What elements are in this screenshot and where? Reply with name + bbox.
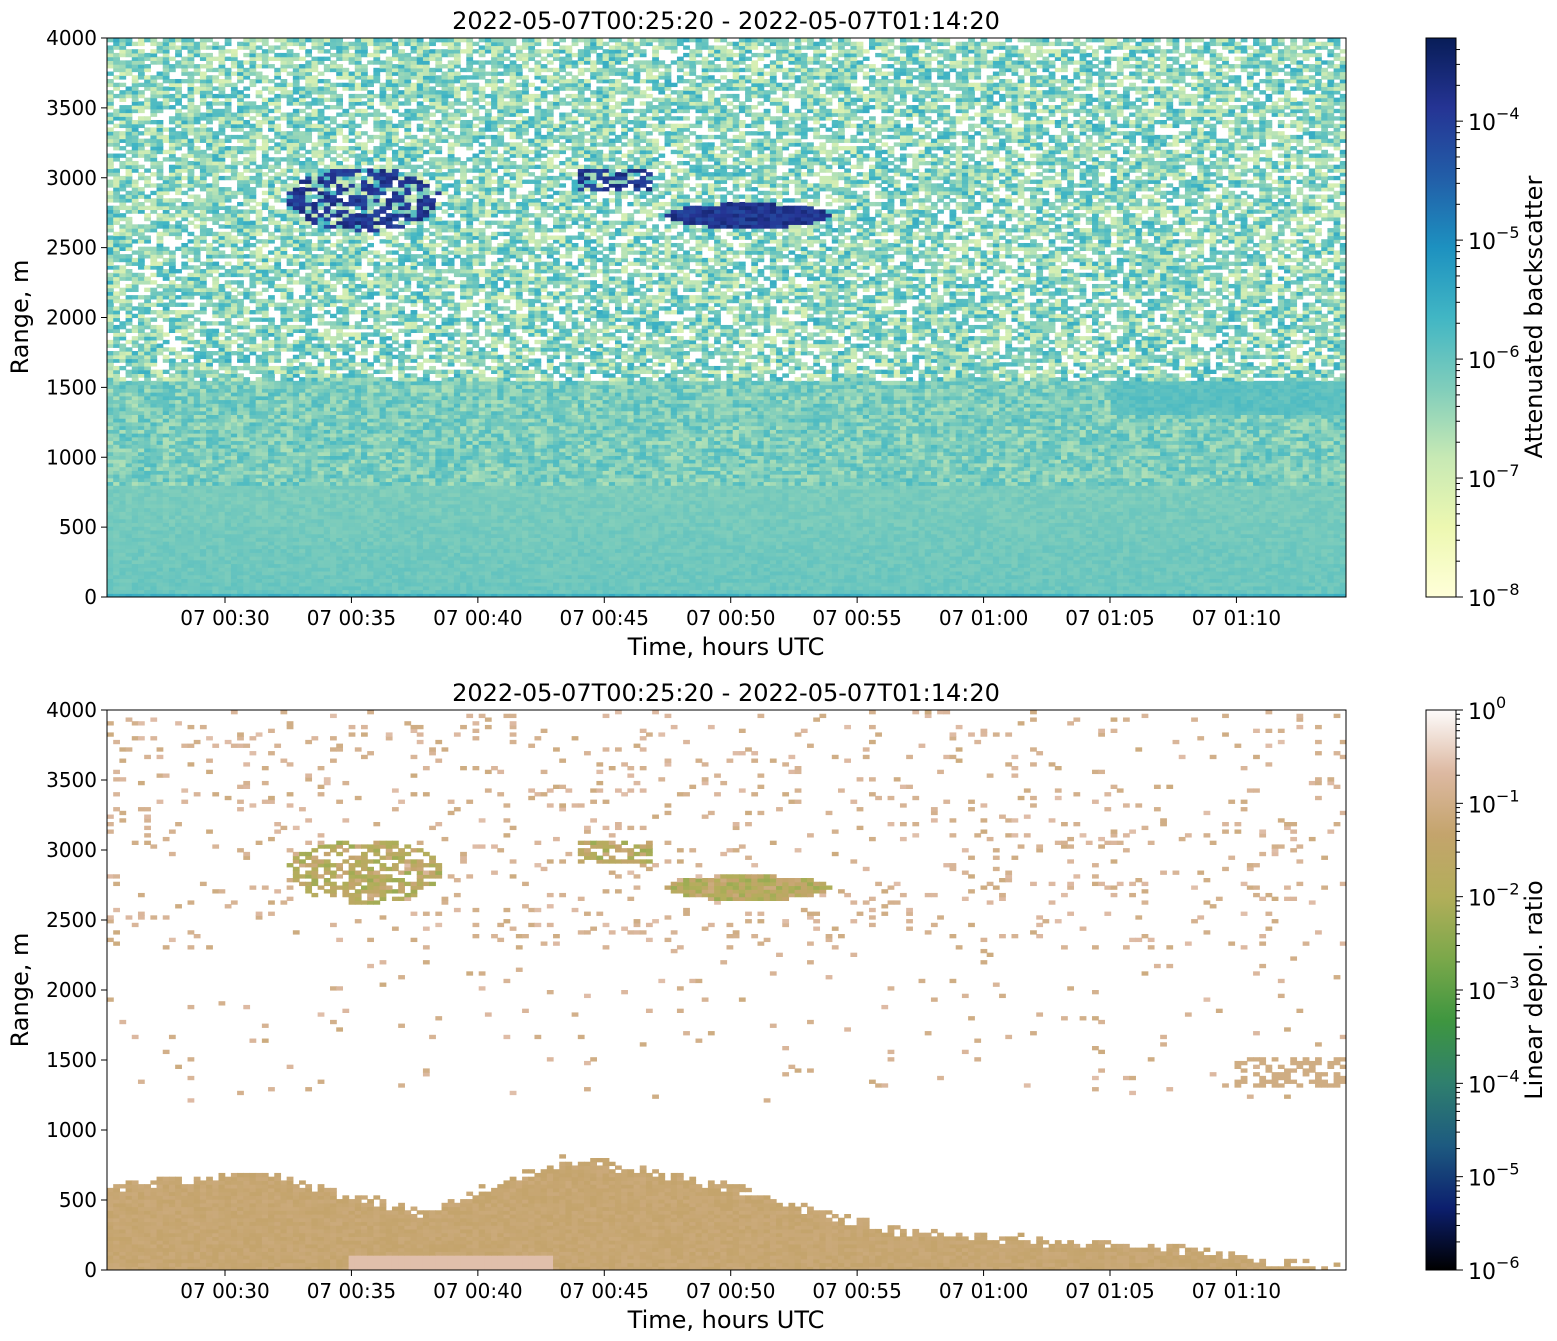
chart-1: 2022-05-07T00:25:20 - 2022-05-07T01:14:2… xyxy=(6,7,1548,661)
y-tick-label: 3500 xyxy=(46,768,97,792)
chart-1-title: 2022-05-07T00:25:20 - 2022-05-07T01:14:2… xyxy=(452,7,1000,35)
colorbar-tick-label: 10−3 xyxy=(1468,973,1520,1005)
colorbar-tick-label: 10−5 xyxy=(1468,223,1520,255)
y-tick-label: 4000 xyxy=(46,698,97,722)
colorbar-tick-label: 10−8 xyxy=(1468,580,1520,612)
x-tick-label: 07 01:10 xyxy=(1192,1279,1281,1303)
y-tick-label: 500 xyxy=(59,515,97,539)
x-tick-label: 07 00:45 xyxy=(560,1279,649,1303)
colorbar-tick-label: 10−6 xyxy=(1468,342,1520,374)
chart-2-heatmap xyxy=(107,710,1347,1271)
y-tick-label: 3000 xyxy=(46,166,97,190)
chart-1-xlabel: Time, hours UTC xyxy=(627,633,825,661)
x-tick-label: 07 01:05 xyxy=(1065,1279,1154,1303)
colorbar-tick-label: 10−2 xyxy=(1468,880,1520,912)
chart-2-xlabel: Time, hours UTC xyxy=(627,1306,825,1334)
x-tick-label: 07 00:35 xyxy=(307,1279,396,1303)
colorbar-tick-label: 100 xyxy=(1468,693,1506,725)
y-tick-label: 0 xyxy=(84,585,97,609)
x-tick-label: 07 00:40 xyxy=(433,1279,522,1303)
chart-2-title: 2022-05-07T00:25:20 - 2022-05-07T01:14:2… xyxy=(452,679,1000,707)
chart-2: 2022-05-07T00:25:20 - 2022-05-07T01:14:2… xyxy=(6,679,1548,1334)
x-tick-label: 07 00:55 xyxy=(812,1279,901,1303)
y-tick-label: 2500 xyxy=(46,908,97,932)
chart-2-ylabel: Range, m xyxy=(6,933,34,1048)
y-tick-label: 1500 xyxy=(46,375,97,399)
chart-1-colorbar-label: Attenuated backscatter xyxy=(1520,176,1548,459)
y-tick-label: 3500 xyxy=(46,96,97,120)
colorbar-tick-label: 10−7 xyxy=(1468,461,1520,493)
chart-1-heatmap xyxy=(107,38,1347,598)
x-tick-label: 07 00:35 xyxy=(307,606,396,630)
x-tick-label: 07 00:45 xyxy=(560,606,649,630)
y-tick-label: 4000 xyxy=(46,26,97,50)
x-tick-label: 07 01:00 xyxy=(939,606,1028,630)
colorbar-tick-label: 10−4 xyxy=(1468,104,1520,136)
x-tick-label: 07 01:10 xyxy=(1192,606,1281,630)
y-tick-label: 2000 xyxy=(46,978,97,1002)
colorbar-tick-label: 10−4 xyxy=(1468,1066,1520,1098)
y-tick-label: 2000 xyxy=(46,306,97,330)
y-tick-label: 0 xyxy=(84,1258,97,1282)
x-tick-label: 07 00:30 xyxy=(180,606,269,630)
y-tick-label: 1000 xyxy=(46,445,97,469)
colorbar-tick-label: 10−5 xyxy=(1468,1160,1520,1192)
chart-2-colorbar-label: Linear depol. ratio xyxy=(1520,880,1548,1099)
y-tick-label: 1500 xyxy=(46,1048,97,1072)
colorbar-tick-label: 10−6 xyxy=(1468,1253,1520,1285)
colorbar-tick-label: 10−1 xyxy=(1468,786,1520,818)
x-tick-label: 07 00:30 xyxy=(180,1279,269,1303)
y-tick-label: 1000 xyxy=(46,1118,97,1142)
x-tick-label: 07 00:50 xyxy=(686,1279,775,1303)
x-tick-label: 07 00:50 xyxy=(686,606,775,630)
chart-1-colorbar xyxy=(1426,38,1456,597)
x-tick-label: 07 01:00 xyxy=(939,1279,1028,1303)
y-tick-label: 2500 xyxy=(46,236,97,260)
y-tick-label: 500 xyxy=(59,1188,97,1212)
backscatter-cells xyxy=(107,38,1347,598)
x-tick-label: 07 00:55 xyxy=(812,606,901,630)
chart-2-colorbar xyxy=(1426,710,1456,1270)
depol-ratio-cells xyxy=(107,710,1347,1271)
x-tick-label: 07 01:05 xyxy=(1065,606,1154,630)
x-tick-label: 07 00:40 xyxy=(433,606,522,630)
y-tick-label: 3000 xyxy=(46,838,97,862)
chart-1-ylabel: Range, m xyxy=(6,260,34,375)
